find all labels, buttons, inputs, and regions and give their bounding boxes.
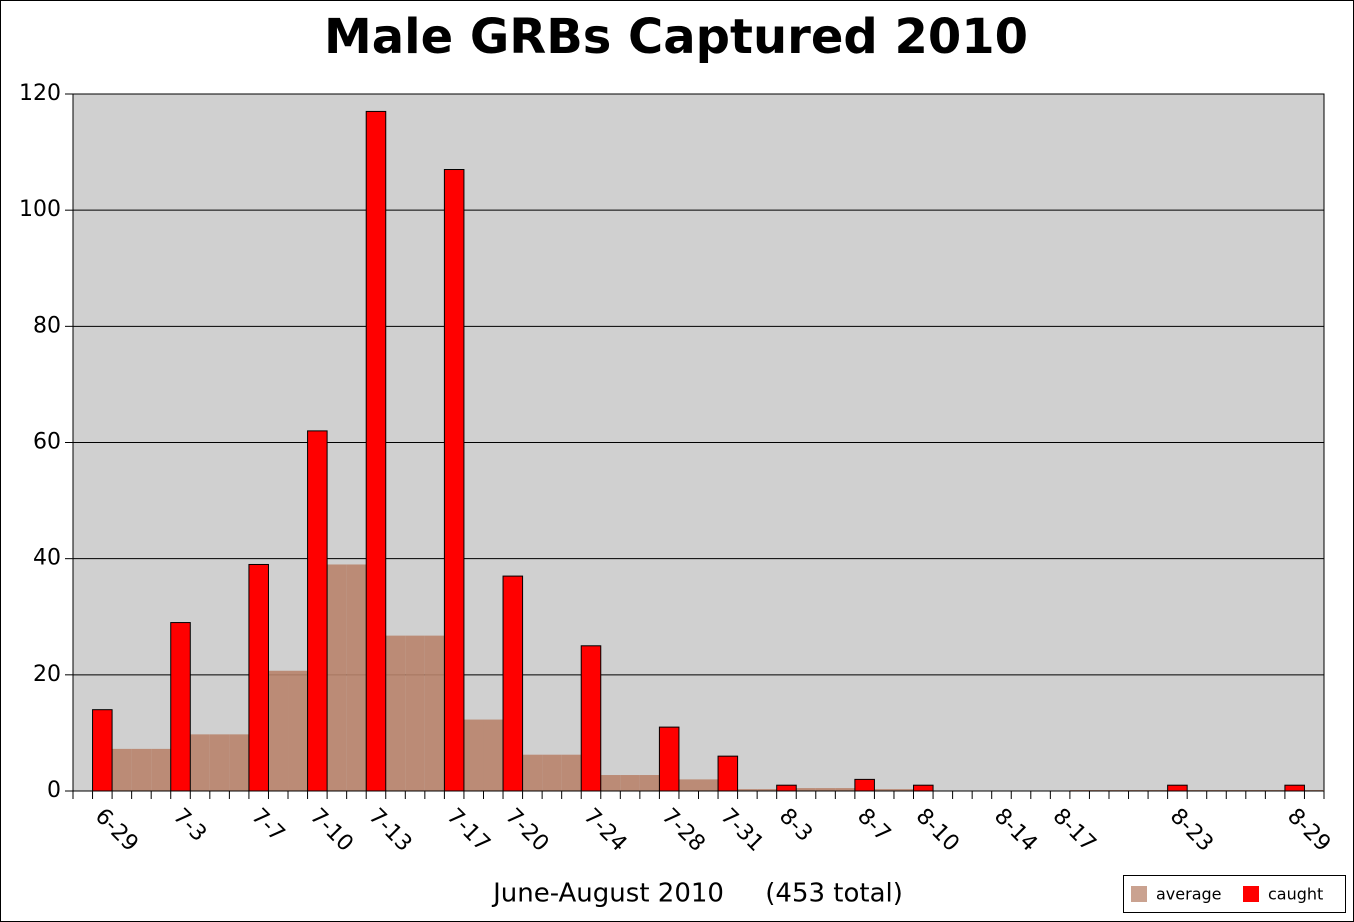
bar [405, 635, 425, 791]
bar [815, 788, 836, 791]
bar [678, 779, 699, 791]
bar [443, 169, 465, 792]
bar [835, 788, 855, 791]
bar [248, 563, 269, 792]
bar [639, 775, 660, 791]
bar [268, 670, 289, 791]
bar [580, 645, 602, 792]
bar [92, 709, 113, 792]
bar [209, 734, 230, 791]
bar [913, 784, 934, 792]
bar [854, 778, 875, 792]
bar [327, 564, 347, 791]
y-tick-label: 40 [33, 546, 61, 571]
bar [190, 734, 210, 791]
bar [151, 748, 171, 791]
bar [131, 748, 152, 791]
bar [1167, 784, 1188, 792]
x-axis-label: June-August 2010 (453 total) [491, 879, 903, 909]
bar [600, 775, 621, 791]
legend-label: average [1156, 885, 1222, 904]
bar [112, 748, 132, 791]
y-tick-label: 60 [33, 430, 61, 455]
bar [542, 754, 562, 791]
bar [698, 779, 719, 791]
y-tick-label: 100 [19, 197, 61, 222]
y-tick-label: 20 [33, 662, 61, 687]
legend-label: caught [1268, 885, 1323, 904]
bar [776, 784, 797, 792]
bar [307, 430, 328, 792]
bar [796, 788, 816, 791]
y-tick-label: 80 [33, 313, 61, 338]
legend [1123, 875, 1346, 913]
bar [561, 754, 582, 791]
bar [737, 789, 758, 791]
bar [365, 110, 387, 792]
bar [620, 775, 640, 791]
legend-swatch [1243, 886, 1259, 902]
y-tick-label: 0 [47, 778, 61, 803]
bar [385, 635, 406, 791]
bar [522, 754, 543, 791]
bar [757, 789, 777, 791]
bar [893, 789, 914, 791]
bar [483, 719, 504, 791]
chart-title: Male GRBs Captured 2010 [324, 9, 1028, 65]
bar [502, 575, 524, 792]
bar [424, 635, 445, 791]
bar [658, 726, 680, 792]
bar [288, 670, 308, 791]
bar [170, 622, 191, 792]
bar [229, 734, 249, 791]
y-tick-label: 120 [19, 81, 61, 106]
bar [463, 719, 484, 791]
bar [346, 564, 367, 791]
legend-swatch [1131, 886, 1147, 902]
bar [717, 755, 739, 792]
bar [874, 789, 894, 791]
bar [1284, 784, 1305, 792]
